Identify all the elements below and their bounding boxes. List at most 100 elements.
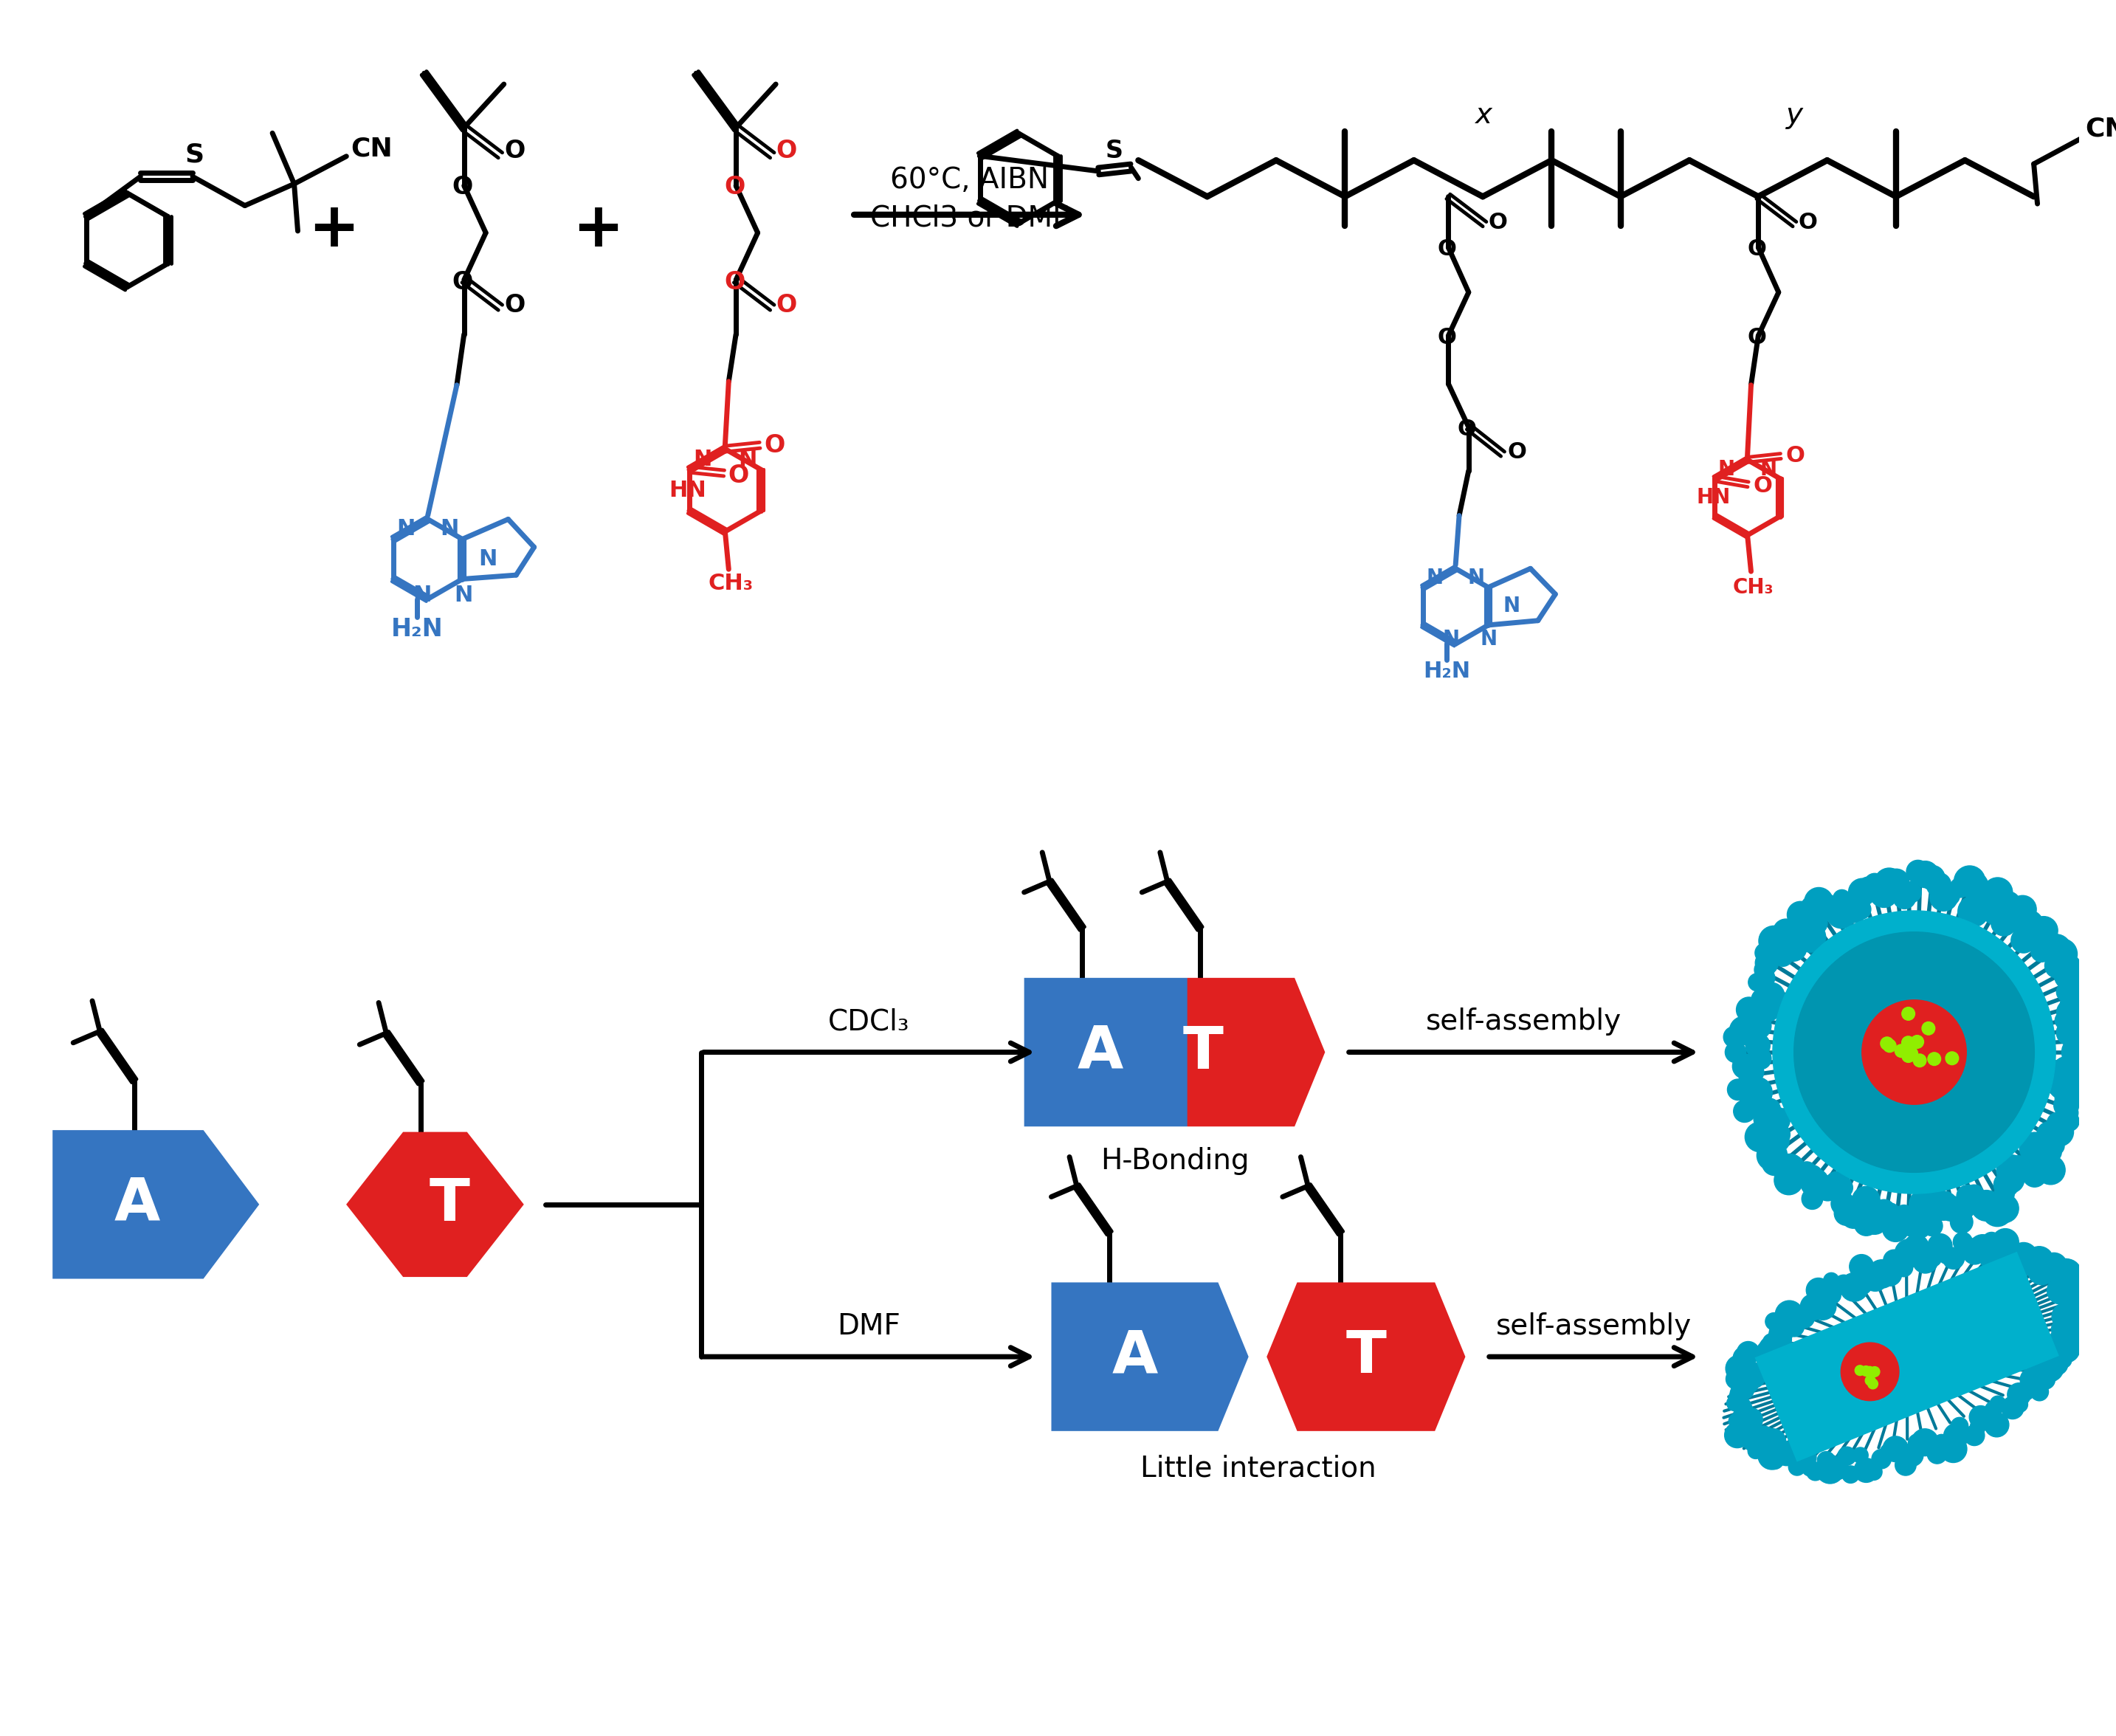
Circle shape [1820, 894, 1839, 913]
Circle shape [1729, 1016, 1758, 1045]
Text: N: N [1426, 568, 1443, 589]
Circle shape [2078, 1028, 2099, 1049]
Circle shape [2053, 1304, 2078, 1330]
Circle shape [2027, 1257, 2055, 1285]
Circle shape [1788, 901, 1813, 929]
Circle shape [1805, 887, 1832, 917]
Circle shape [2048, 1068, 2080, 1099]
Text: N: N [413, 585, 432, 606]
Circle shape [2074, 1285, 2095, 1305]
Circle shape [1818, 1451, 1835, 1469]
Circle shape [2010, 1243, 2038, 1271]
Circle shape [1930, 1191, 1957, 1220]
Text: N: N [396, 519, 415, 540]
Circle shape [1862, 1000, 1966, 1104]
Text: self-assembly: self-assembly [1426, 1007, 1621, 1036]
Circle shape [1830, 1193, 1856, 1215]
Circle shape [1771, 1132, 1790, 1151]
Circle shape [1989, 1194, 2019, 1222]
Polygon shape [1267, 1283, 1466, 1430]
Circle shape [2059, 1314, 2078, 1335]
Text: +: + [307, 200, 360, 259]
Circle shape [1794, 932, 2033, 1172]
Text: O: O [1458, 418, 1477, 439]
Circle shape [1983, 1196, 2012, 1226]
Circle shape [1871, 878, 1898, 908]
Circle shape [1852, 899, 1871, 918]
Circle shape [1841, 1203, 1866, 1229]
Circle shape [1985, 1401, 2002, 1418]
Text: CHCl3 or DMF: CHCl3 or DMF [870, 205, 1069, 233]
Circle shape [1873, 1200, 1896, 1222]
Circle shape [1913, 1054, 1926, 1068]
Circle shape [1790, 1444, 1807, 1463]
Circle shape [1894, 1205, 1913, 1224]
Circle shape [1737, 1342, 1761, 1364]
Circle shape [1995, 1252, 2012, 1267]
Circle shape [1968, 887, 2000, 918]
Circle shape [1894, 1240, 1923, 1267]
Circle shape [2012, 910, 2044, 941]
Circle shape [1739, 1363, 1765, 1389]
Circle shape [1754, 960, 1775, 979]
Circle shape [1794, 922, 1826, 953]
Circle shape [1868, 1260, 1896, 1288]
Circle shape [2057, 1259, 2076, 1278]
Circle shape [1883, 870, 1909, 894]
Polygon shape [1052, 1283, 1248, 1430]
Text: 60°C, AIBN: 60°C, AIBN [891, 167, 1050, 194]
Circle shape [2057, 1000, 2082, 1026]
Text: x: x [1475, 101, 1492, 130]
Circle shape [2021, 1368, 2044, 1392]
Circle shape [1854, 1458, 1879, 1483]
Text: +: + [571, 200, 624, 259]
Text: N: N [1718, 458, 1735, 479]
Circle shape [2053, 1259, 2082, 1288]
Circle shape [1765, 1108, 1790, 1132]
Circle shape [1816, 1455, 1845, 1484]
Text: O: O [1437, 238, 1456, 259]
Text: O: O [1786, 446, 1805, 467]
Circle shape [1758, 925, 1788, 957]
Circle shape [1894, 1045, 1909, 1057]
Circle shape [1902, 1007, 1915, 1021]
Circle shape [1873, 1450, 1892, 1469]
Circle shape [1951, 1417, 1968, 1434]
Circle shape [2025, 1246, 2053, 1274]
Circle shape [1841, 1465, 1860, 1483]
Circle shape [1900, 882, 1921, 903]
Circle shape [1769, 1321, 1792, 1345]
Circle shape [1983, 1233, 2002, 1252]
Circle shape [1729, 1413, 1744, 1429]
Text: N: N [738, 448, 758, 470]
Circle shape [1775, 1300, 1803, 1328]
Circle shape [1841, 1342, 1898, 1401]
Text: CN: CN [351, 137, 394, 161]
Circle shape [2036, 1156, 2065, 1184]
Circle shape [2067, 1066, 2095, 1094]
Circle shape [1856, 1364, 1864, 1375]
Circle shape [1725, 1026, 1744, 1047]
Text: O: O [724, 269, 745, 295]
Circle shape [2061, 1036, 2093, 1068]
Circle shape [2027, 1252, 2055, 1281]
Circle shape [1758, 1337, 1784, 1361]
Text: CH₃: CH₃ [709, 573, 753, 594]
Circle shape [1970, 1418, 1985, 1434]
Circle shape [1741, 1005, 1769, 1031]
Circle shape [2042, 1142, 2061, 1161]
Circle shape [1957, 896, 1989, 927]
Circle shape [1754, 1109, 1775, 1130]
Text: O: O [1748, 328, 1767, 349]
Text: O: O [777, 139, 798, 163]
Circle shape [1926, 873, 1951, 898]
Circle shape [1758, 1443, 1777, 1462]
Circle shape [2017, 1382, 2036, 1401]
Circle shape [1835, 1201, 1858, 1226]
Polygon shape [1024, 977, 1217, 1127]
Polygon shape [53, 1130, 258, 1279]
Circle shape [1741, 1377, 1758, 1392]
Circle shape [1832, 891, 1852, 908]
Circle shape [1805, 911, 1828, 934]
Circle shape [1953, 1198, 1976, 1219]
